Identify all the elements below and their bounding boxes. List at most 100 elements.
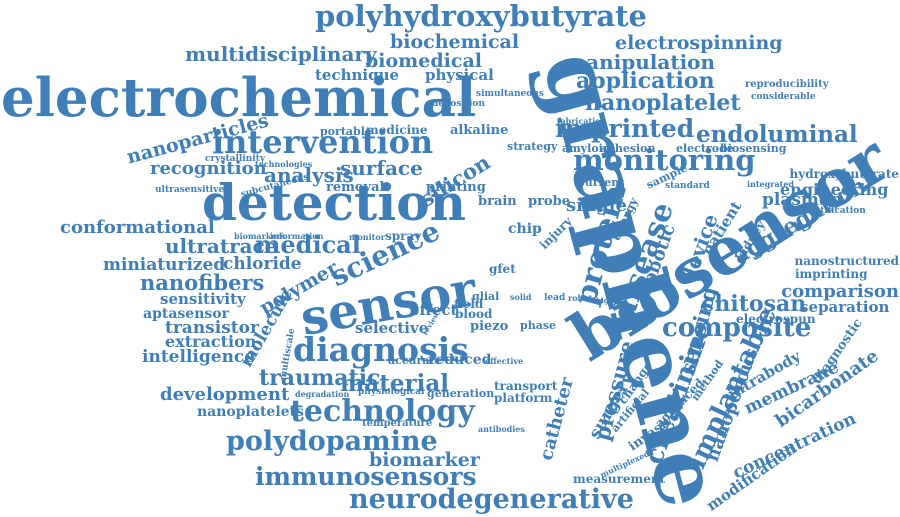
word-biosensing: biosensing: [720, 142, 787, 155]
word-lead: lead: [544, 293, 566, 303]
word-information: information: [270, 231, 324, 241]
word-blood: blood: [455, 307, 493, 321]
word-deposition: deposition: [432, 99, 485, 109]
word-strategy: strategy: [507, 140, 558, 153]
word-engineering: engineering: [780, 180, 889, 199]
word-comparison: comparison: [781, 281, 899, 302]
word-intelligence: intelligence: [142, 347, 256, 367]
word-gfet: gfet: [489, 262, 516, 276]
word-medicine: medicine: [366, 123, 428, 137]
word-electrospun: electrospun: [736, 312, 816, 326]
word-effective: effective: [485, 356, 524, 366]
word-technologies: technologies: [255, 159, 313, 169]
word-amyloid: amyloid: [562, 142, 611, 155]
word-crystallinity: crystallinity: [205, 154, 266, 164]
word-extraction: extraction: [165, 332, 257, 351]
word-immunosensors: immunosensors: [255, 462, 477, 491]
word-fabrication: fabrication: [557, 116, 607, 126]
word-diagnosis: diagnosis: [293, 330, 469, 369]
word-multidisciplinary: multidisciplinary: [185, 42, 377, 66]
word-accurate: accurate: [388, 354, 442, 367]
word-chitosan: chitosan: [701, 291, 807, 317]
word-manipulation: manipulation: [565, 50, 716, 74]
word-chloride: chloride: [223, 254, 302, 274]
word-biomarker: biomarker: [369, 449, 480, 471]
word-quantification: quantification: [795, 206, 866, 216]
word-ultrasensitive: ultrasensitive: [155, 185, 225, 195]
word-glial: glial: [472, 290, 500, 303]
word-electrochemical: electrochemical: [1, 67, 477, 129]
word-monitoring: monitoring: [573, 143, 756, 177]
word-transistor: transistor: [165, 318, 259, 338]
word-probe: probe: [528, 194, 570, 209]
word-material: material: [340, 370, 449, 397]
word-monitor: monitor: [349, 232, 385, 242]
word-conformational: conformational: [60, 217, 215, 238]
word-nanoplatelet: nanoplatelet: [585, 90, 741, 116]
word-antibodies: antibodies: [478, 424, 525, 434]
word-printing: printing: [426, 180, 486, 195]
word-ultratrace: ultratrace: [165, 234, 278, 258]
word-effect: effect: [410, 301, 458, 319]
word-imprinted: imprinted: [555, 114, 695, 143]
word-platform: platform: [494, 391, 553, 405]
word-biochemical: biochemical: [390, 31, 520, 53]
word-piezo: piezo: [470, 319, 509, 334]
word-biomedical: biomedical: [365, 50, 482, 72]
word-removal: removal: [326, 180, 385, 195]
word-endoluminal: endoluminal: [696, 121, 858, 148]
word-brain: brain: [478, 194, 517, 209]
word-integrated: integrated: [747, 179, 795, 189]
word-measurement: measurement: [573, 472, 666, 486]
word-single: single: [566, 195, 627, 216]
word-aptasensor: aptasensor: [143, 306, 229, 322]
word-composite: composite: [662, 313, 812, 343]
word-alkaline: alkaline: [450, 123, 509, 138]
word-surface: surface: [340, 156, 423, 180]
word-spray: spray: [385, 229, 422, 243]
word-solid: solid: [510, 292, 532, 302]
word-analysis: analysis: [264, 163, 354, 187]
word-portable: portable: [320, 125, 372, 138]
word-electrospinning: electrospinning: [615, 32, 783, 54]
word-phase: phase: [520, 319, 557, 332]
word-nanofibers: nanofibers: [140, 270, 265, 295]
word-application: application: [576, 68, 715, 94]
word-physiological: physiological: [358, 387, 425, 397]
word-imprinting: imprinting: [795, 267, 868, 281]
word-neurodegenerative: neurodegenerative: [349, 484, 634, 515]
word-electrode: electrode: [676, 142, 734, 155]
word-simultaneous: simultaneous: [476, 89, 544, 99]
word-transport: transport: [494, 379, 558, 393]
word-technique: technique: [315, 66, 400, 84]
word-hydroxybutyrate: hydroxybutyrate: [789, 167, 899, 181]
word-field: field: [454, 297, 484, 311]
word-adhesion: adhesion: [600, 142, 656, 155]
word-generation: generation: [427, 387, 495, 400]
word-detection: detection: [202, 173, 466, 232]
word-nanoplatelets: nanoplatelets: [197, 404, 304, 420]
word-current: current: [578, 176, 625, 189]
word-reproducibility: reproducibility: [745, 79, 829, 90]
word-higher: higher: [596, 296, 622, 305]
word-miniaturized: miniaturized: [103, 255, 226, 275]
word-standard: standard: [665, 181, 710, 191]
word-degradation: degradation: [295, 389, 350, 399]
word-traumatic: traumatic: [259, 365, 381, 391]
word-considerable: considerable: [751, 92, 816, 102]
word-biomarkers: biomarkers: [234, 231, 286, 241]
word-temperature: temperature: [362, 418, 433, 429]
word-reduced: reduced: [428, 352, 492, 368]
word-polydopamine: polydopamine: [226, 426, 438, 457]
word-physical: physical: [425, 66, 494, 84]
word-nanostructured: nanostructured: [794, 254, 900, 268]
word-intervention: intervention: [212, 123, 434, 161]
word-selective: selective: [355, 319, 429, 337]
word-polyhydroxybutyrate: polyhydroxybutyrate: [315, 0, 647, 33]
word-chip: chip: [508, 221, 542, 237]
word-recognition: recognition: [150, 158, 267, 179]
word-development: development: [160, 384, 290, 405]
word-medical: medical: [255, 230, 361, 259]
word-separation: separation: [800, 298, 890, 316]
